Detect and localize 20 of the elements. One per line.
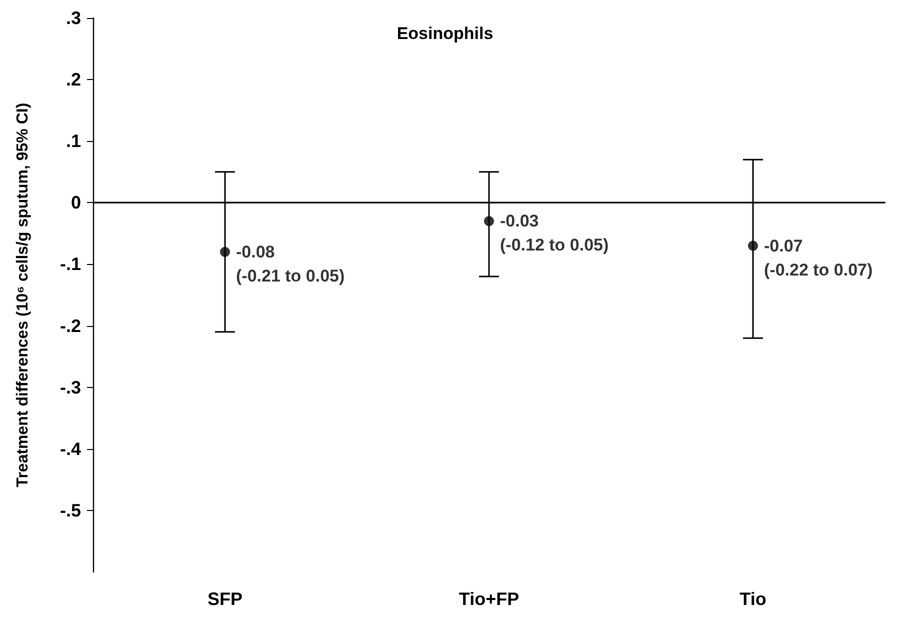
point xyxy=(484,216,494,226)
y-tick-label: -.5 xyxy=(60,500,81,520)
y-tick-label: .3 xyxy=(66,8,81,28)
data-label: -0.03 (-0.12 to 0.05) xyxy=(500,212,609,255)
point xyxy=(748,240,758,251)
x-tick-label: Tio+FP xyxy=(458,589,520,609)
y-tick-label: -.3 xyxy=(60,377,81,398)
y-tick-label: .1 xyxy=(66,131,81,152)
x-tick-label: SFP xyxy=(207,589,243,609)
y-tick-label: .2 xyxy=(66,70,81,90)
y-tick-label: -.1 xyxy=(60,254,81,274)
point xyxy=(220,246,230,257)
data-label: -0.08 (-0.21 to 0.05) xyxy=(236,242,345,286)
y-tick-label: -.2 xyxy=(60,316,81,336)
y-tick-label: -.4 xyxy=(60,438,81,459)
x-tick-label: Tio xyxy=(740,589,766,609)
chart-title: Eosinophils xyxy=(396,24,494,43)
data-label: -0.07 (-0.22 to 0.07) xyxy=(764,236,873,280)
y-axis-title: Treatment differences (10⁶ cells/g sputum, 95% CI) xyxy=(14,102,32,488)
y-tick-label: 0 xyxy=(70,192,81,213)
